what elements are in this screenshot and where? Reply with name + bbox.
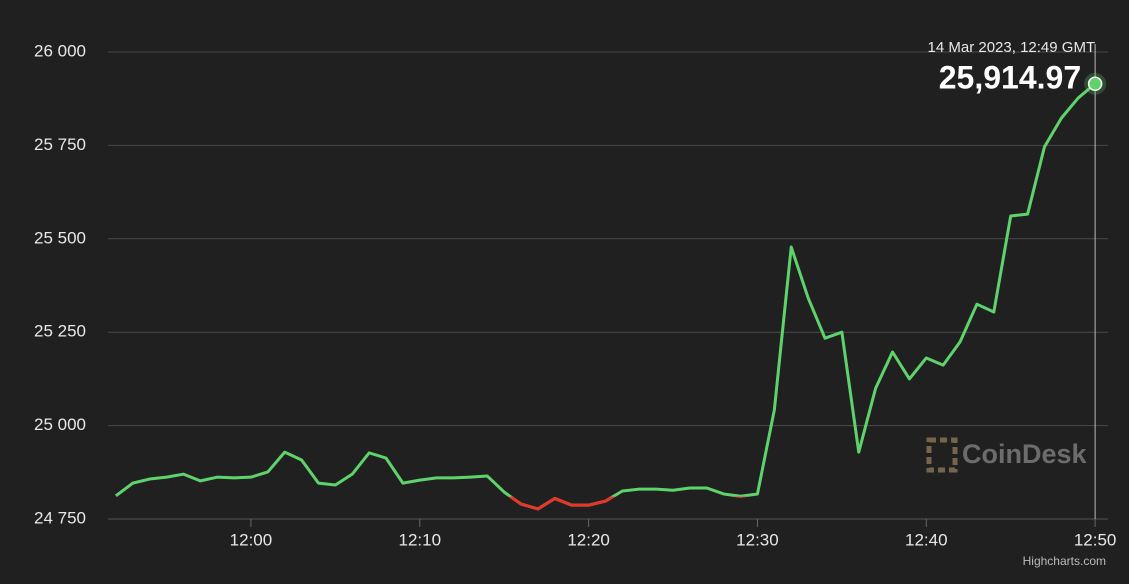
y-tick-label: 25 000 xyxy=(34,415,86,434)
watermark-text: CoinDesk xyxy=(962,439,1088,469)
x-tick-label: 12:50 xyxy=(1074,530,1117,549)
x-tick-label: 12:20 xyxy=(567,530,610,549)
y-tick-label: 26 000 xyxy=(34,41,86,60)
hover-point xyxy=(1087,76,1103,92)
watermark: CoinDesk xyxy=(926,437,1088,473)
x-tick-label: 12:00 xyxy=(230,530,273,549)
y-tick-label: 24 750 xyxy=(34,508,86,527)
watermark-logo xyxy=(926,437,958,473)
x-tick-label: 12:10 xyxy=(399,530,442,549)
x-tick-label: 12:40 xyxy=(905,530,948,549)
y-tick-label: 25 750 xyxy=(34,135,86,154)
line xyxy=(114,82,1097,511)
x-tick-label: 12:30 xyxy=(736,530,779,549)
line-below-threshold xyxy=(116,496,750,511)
tooltip-date: 14 Mar 2023, 12:49 GMT xyxy=(928,39,1096,56)
tooltip-value: 25,914.97 xyxy=(939,59,1081,95)
y-tick-label: 25 500 xyxy=(34,228,86,247)
y-tick-label: 25 250 xyxy=(34,322,86,341)
credit[interactable]: Highcharts.com xyxy=(1023,554,1106,568)
